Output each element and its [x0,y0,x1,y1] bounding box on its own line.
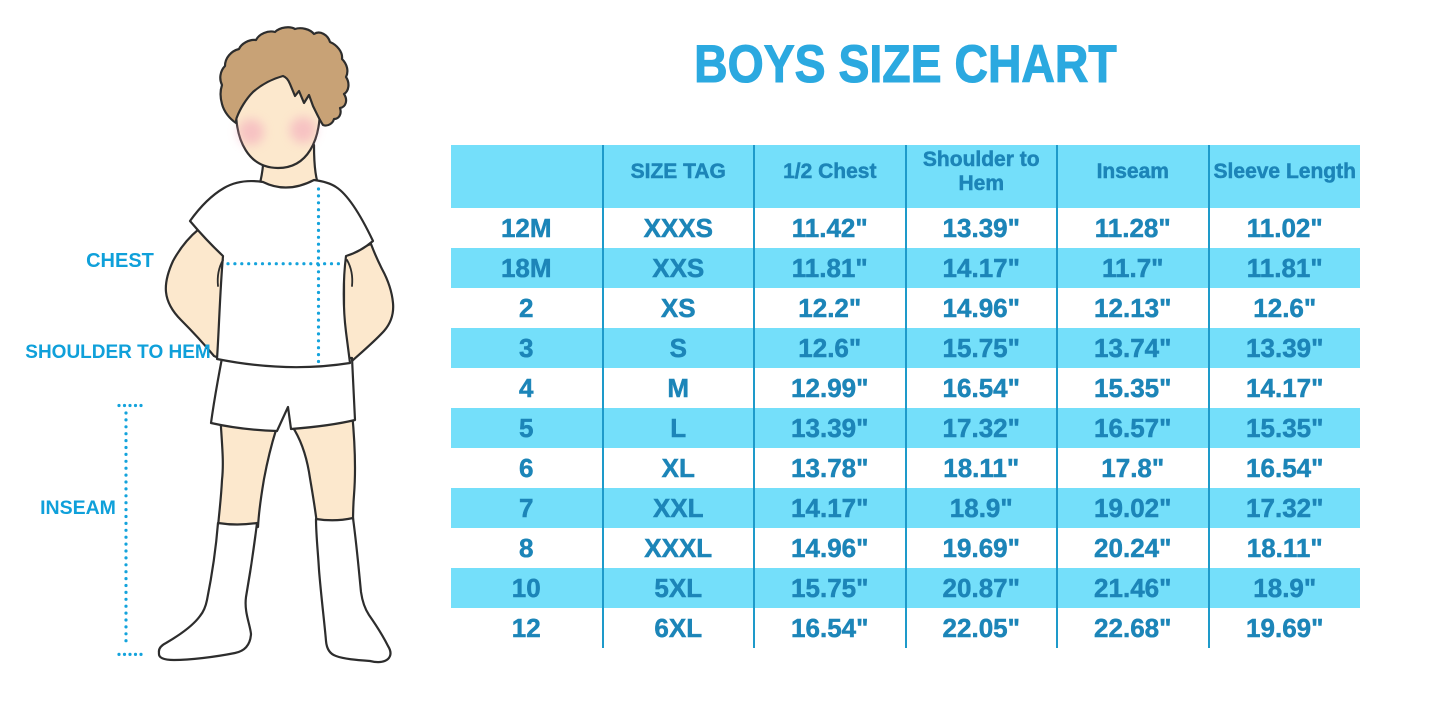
svg-text:INSEAM: INSEAM [40,497,116,519]
svg-text:CHEST: CHEST [86,250,154,272]
svg-text:SHOULDER TO HEM: SHOULDER TO HEM [25,342,210,363]
